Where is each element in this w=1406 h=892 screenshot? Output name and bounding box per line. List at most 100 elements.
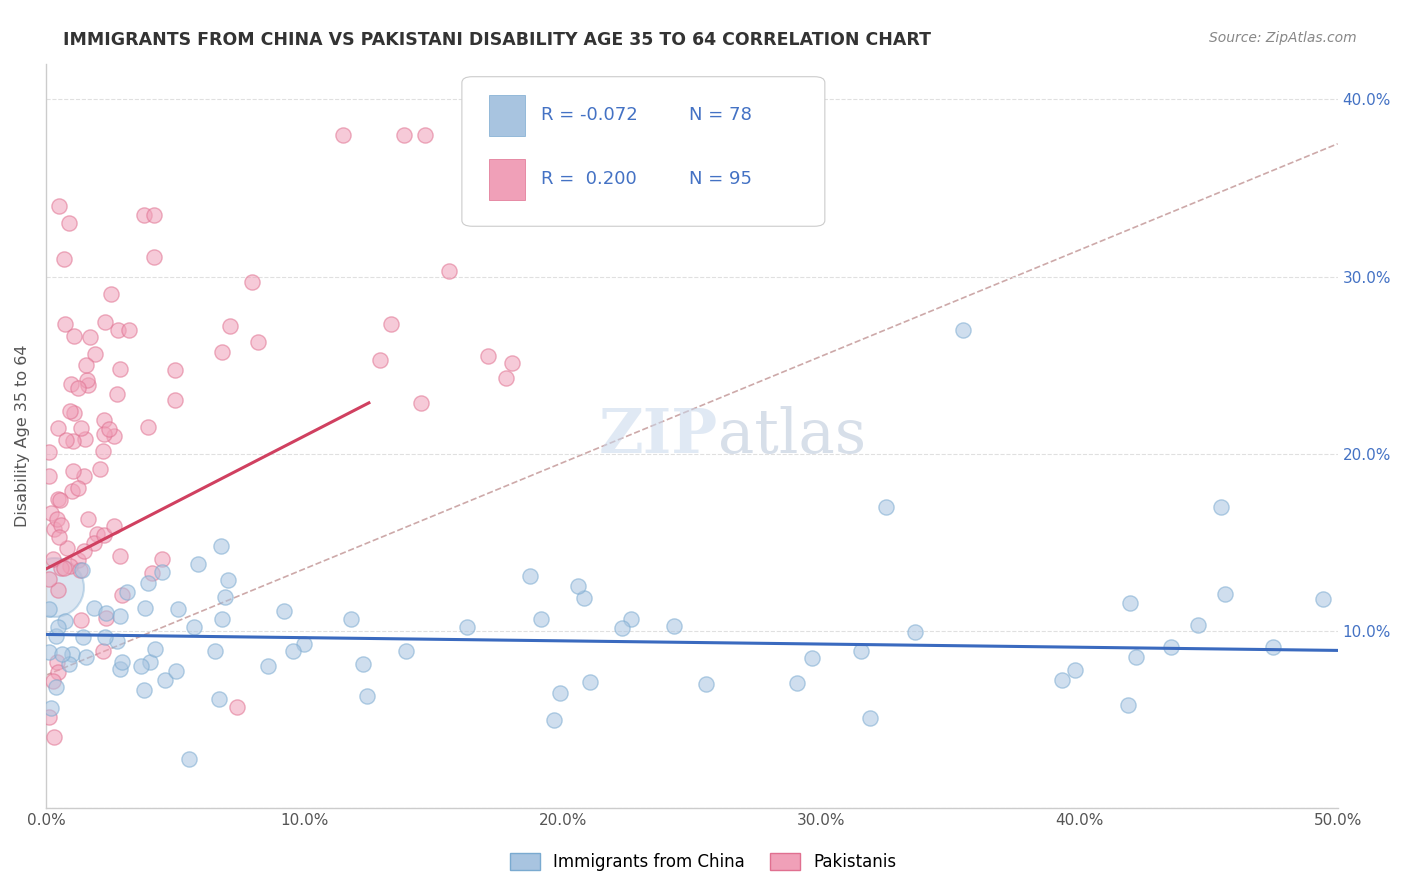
Point (208, 692, 231, 706)
Point (129, 659, 152, 673)
Point (138, 656, 160, 670)
Point (368, 353, 391, 368)
Point (332, 128, 354, 142)
Point (456, 620, 478, 634)
Point (38, 469, 60, 483)
Point (211, 344, 233, 359)
Point (45, 655, 67, 669)
Point (38, 710, 60, 724)
Point (48, 620, 70, 634)
Point (41, 673, 63, 688)
Bar (489, 95, 526, 136)
Point (1312, 592, 1334, 607)
Point (163, 393, 186, 408)
Point (786, 675, 808, 690)
Point (1211, 500, 1233, 514)
Point (143, 641, 166, 656)
Point (572, 591, 595, 605)
Point (117, 323, 139, 337)
Point (136, 576, 159, 591)
Point (49, 492, 72, 507)
Legend: Immigrants from China, Pakistanis: Immigrants from China, Pakistanis (502, 845, 904, 880)
Point (218, 319, 240, 334)
Point (380, 317, 402, 331)
Point (110, 588, 132, 602)
Point (292, 637, 315, 651)
Point (132, 683, 155, 698)
Point (134, 601, 156, 615)
Point (39, 506, 62, 520)
Point (76, 373, 98, 387)
Point (62, 434, 84, 448)
Point (62, 406, 84, 420)
Point (53, 615, 76, 629)
Point (352, 657, 374, 672)
Point (75, 358, 97, 372)
Point (60, 647, 83, 661)
Point (110, 662, 132, 676)
Point (495, 371, 517, 385)
Point (530, 611, 553, 625)
Point (42, 580, 65, 594)
Point (105, 387, 128, 401)
Point (875, 500, 897, 514)
Point (51, 518, 73, 533)
Point (395, 644, 418, 658)
Point (1118, 596, 1140, 610)
Point (46, 665, 69, 680)
Point (246, 334, 269, 349)
Point (141, 566, 163, 580)
Text: R = -0.072: R = -0.072 (541, 105, 637, 124)
Point (111, 655, 134, 669)
Point (53, 252, 76, 266)
Point (84, 347, 107, 361)
Point (89, 462, 111, 476)
Point (1213, 587, 1236, 601)
Point (63, 328, 86, 343)
Point (143, 250, 166, 264)
Point (273, 604, 295, 618)
Point (60, 483, 83, 498)
Point (48, 199, 70, 213)
Point (177, 752, 200, 766)
Point (695, 677, 717, 691)
Point (91, 444, 114, 458)
Point (48, 530, 70, 544)
Point (93, 527, 115, 541)
Point (69, 421, 91, 435)
Point (183, 620, 205, 634)
Point (72, 544, 94, 558)
Point (38, 602, 60, 616)
Point (904, 625, 927, 640)
Point (143, 208, 166, 222)
Point (409, 396, 432, 410)
Point (66, 381, 89, 395)
Point (155, 673, 177, 688)
Point (108, 608, 131, 623)
Point (46, 583, 69, 598)
Point (204, 643, 226, 657)
Point (858, 711, 880, 725)
Point (39, 701, 62, 715)
Point (38, 445, 60, 459)
Point (108, 549, 131, 564)
Point (664, 619, 686, 633)
Point (800, 651, 823, 665)
Point (134, 208, 156, 222)
Text: atlas: atlas (717, 406, 866, 466)
Point (93, 413, 115, 427)
Point (69, 563, 91, 577)
Point (46, 421, 69, 435)
Point (548, 686, 571, 700)
Point (77, 512, 100, 526)
Point (86, 526, 108, 541)
Point (94, 611, 117, 625)
Point (150, 552, 173, 566)
Point (56, 541, 79, 556)
Point (1261, 640, 1284, 654)
Point (100, 287, 122, 301)
Point (66, 482, 89, 496)
Point (59, 404, 82, 418)
Point (214, 590, 236, 604)
Text: R =  0.200: R = 0.200 (541, 170, 637, 188)
